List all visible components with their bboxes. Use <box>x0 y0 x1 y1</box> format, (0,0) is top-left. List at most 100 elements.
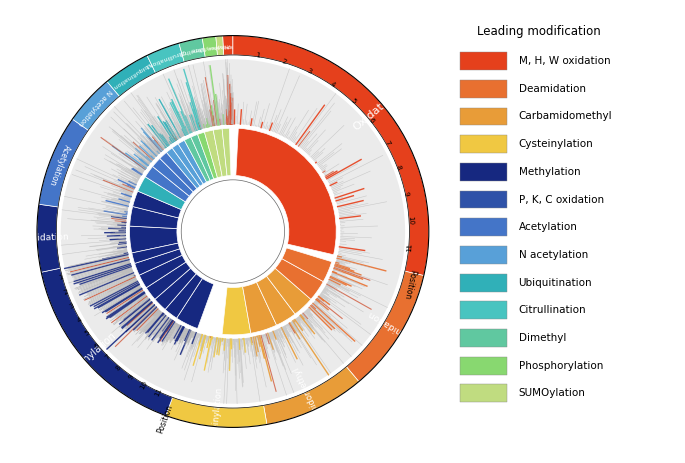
Wedge shape <box>165 274 202 318</box>
FancyBboxPatch shape <box>460 384 507 402</box>
Text: Deamidation: Deamidation <box>519 84 586 94</box>
Text: 9: 9 <box>403 190 410 196</box>
Text: Methylation: Methylation <box>67 331 117 376</box>
Text: Ubiquitination: Ubiquitination <box>519 278 592 288</box>
Wedge shape <box>222 128 231 176</box>
FancyBboxPatch shape <box>460 246 507 264</box>
Wedge shape <box>39 119 88 207</box>
Wedge shape <box>73 81 119 130</box>
Text: Q: Q <box>282 284 293 295</box>
Text: 4: 4 <box>329 81 336 88</box>
Text: S: S <box>203 151 214 160</box>
Wedge shape <box>257 276 295 325</box>
Text: Y: Y <box>216 149 226 156</box>
FancyBboxPatch shape <box>460 163 507 181</box>
Wedge shape <box>202 36 218 57</box>
Text: 11: 11 <box>406 242 413 252</box>
Wedge shape <box>222 287 251 335</box>
Wedge shape <box>282 248 332 282</box>
Wedge shape <box>37 204 60 272</box>
Text: Dimethyl: Dimethyl <box>178 45 203 55</box>
Wedge shape <box>153 158 193 196</box>
Text: 10: 10 <box>139 380 149 391</box>
Text: K: K <box>169 173 179 184</box>
Wedge shape <box>266 268 311 314</box>
FancyBboxPatch shape <box>460 218 507 236</box>
Text: Deamidation: Deamidation <box>365 308 420 346</box>
Wedge shape <box>216 36 224 56</box>
Text: 4: 4 <box>75 317 82 324</box>
Wedge shape <box>177 278 214 329</box>
FancyBboxPatch shape <box>460 357 507 375</box>
Text: Acetylation: Acetylation <box>47 143 71 187</box>
Text: Carbamidomethyl: Carbamidomethyl <box>519 112 612 121</box>
Text: Acetylation: Acetylation <box>519 222 577 232</box>
FancyBboxPatch shape <box>460 301 507 319</box>
Text: K: K <box>163 180 173 191</box>
Wedge shape <box>184 137 210 182</box>
Text: R: R <box>158 265 169 275</box>
Text: 7: 7 <box>103 353 111 361</box>
Text: Phosphorylation: Phosphorylation <box>190 42 230 51</box>
Text: R: R <box>192 155 203 165</box>
Text: 5: 5 <box>350 98 357 105</box>
Text: 3: 3 <box>306 68 312 75</box>
FancyBboxPatch shape <box>460 80 507 98</box>
Wedge shape <box>179 38 205 62</box>
Wedge shape <box>147 43 184 73</box>
Wedge shape <box>204 130 222 178</box>
Text: D: D <box>192 298 203 308</box>
Wedge shape <box>61 59 405 404</box>
Text: 2: 2 <box>281 58 287 65</box>
Text: 6: 6 <box>93 342 101 350</box>
Text: Phosphorylation: Phosphorylation <box>519 361 603 371</box>
Text: 1: 1 <box>58 274 64 281</box>
Text: T: T <box>209 150 219 158</box>
Text: E: E <box>164 274 174 285</box>
Text: Methylation: Methylation <box>519 167 580 177</box>
Text: C: C <box>158 189 167 200</box>
Text: C: C <box>251 303 262 312</box>
Text: Oxidation: Oxidation <box>351 91 399 133</box>
Wedge shape <box>138 177 186 210</box>
Text: K: K <box>223 149 232 156</box>
Text: SUMOylation: SUMOylation <box>519 388 586 398</box>
Text: C: C <box>231 308 240 314</box>
Text: R: R <box>183 160 194 171</box>
FancyBboxPatch shape <box>460 191 507 208</box>
Text: 3: 3 <box>68 303 75 310</box>
Text: I: I <box>199 155 208 161</box>
Text: N acetylation: N acetylation <box>519 250 588 260</box>
Text: 1: 1 <box>255 52 260 59</box>
Wedge shape <box>264 367 359 425</box>
Text: Cysteinylation: Cysteinylation <box>210 387 224 447</box>
Wedge shape <box>166 148 200 188</box>
Wedge shape <box>129 206 179 229</box>
Text: L: L <box>179 290 190 300</box>
Wedge shape <box>160 152 197 192</box>
Text: H: H <box>301 257 311 268</box>
Text: 5: 5 <box>84 330 91 337</box>
Text: O: O <box>154 255 164 266</box>
Text: Position: Position <box>155 403 174 434</box>
Text: R: R <box>173 167 184 178</box>
Text: 9: 9 <box>127 374 135 381</box>
Text: Citrullination: Citrullination <box>147 48 186 67</box>
Wedge shape <box>107 56 155 96</box>
Wedge shape <box>172 144 203 186</box>
FancyBboxPatch shape <box>460 52 507 70</box>
Text: K: K <box>178 163 189 174</box>
Text: 8: 8 <box>115 364 123 371</box>
Wedge shape <box>41 268 173 416</box>
Wedge shape <box>133 191 182 218</box>
Wedge shape <box>197 132 217 179</box>
Text: 2: 2 <box>63 288 69 296</box>
Text: K: K <box>151 247 160 257</box>
Text: P: P <box>188 157 199 168</box>
Wedge shape <box>191 134 214 181</box>
Wedge shape <box>145 167 189 202</box>
Text: K: K <box>153 201 162 212</box>
Text: M: M <box>288 175 306 193</box>
Text: Ubiquitination: Ubiquitination <box>112 61 151 89</box>
Text: 11: 11 <box>153 387 162 398</box>
